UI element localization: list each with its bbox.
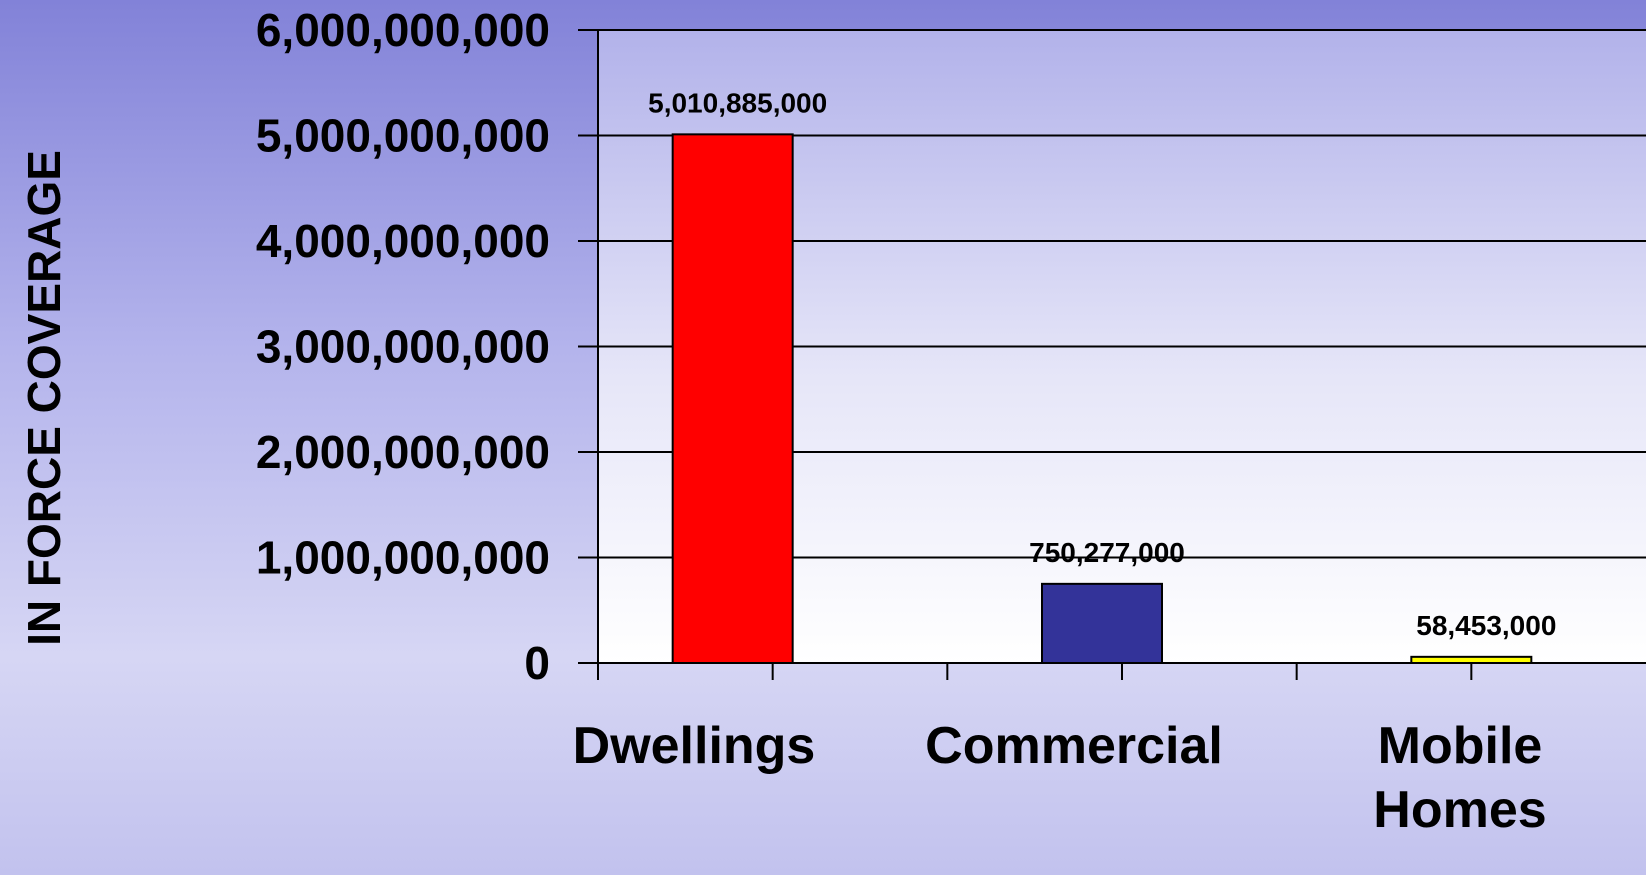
data-label: 58,453,000 — [1416, 610, 1556, 641]
data-label: 5,010,885,000 — [648, 87, 827, 118]
axes — [578, 29, 1646, 680]
y-tick-label: 6,000,000,000 — [256, 4, 550, 56]
y-tick-label: 2,000,000,000 — [256, 426, 550, 478]
x-tick-label: Commercial — [925, 717, 1223, 775]
x-tick-labels: Dwellings Commercial Mobile Homes — [573, 717, 1547, 839]
bar-commercial — [1041, 582, 1163, 664]
y-tick-labels: 0 1,000,000,000 2,000,000,000 3,000,000,000… — [256, 4, 550, 689]
x-tick-label: Dwellings — [573, 717, 816, 775]
y-tick-label: 5,000,000,000 — [256, 110, 550, 162]
data-labels: 5,010,885,000 750,277,000 58,453,000 — [648, 87, 1556, 640]
y-tick-label: 1,000,000,000 — [256, 532, 550, 584]
x-tick-label: Mobile Homes — [1373, 717, 1546, 839]
y-tick-label: 3,000,000,000 — [256, 321, 550, 373]
bars — [671, 133, 1533, 665]
data-label: 750,277,000 — [1029, 537, 1185, 568]
y-axis-title: IN FORCE COVERAGE — [18, 150, 70, 646]
y-tick-label: 0 — [524, 637, 550, 689]
bar-dwellings — [671, 133, 794, 665]
y-tick-label: 4,000,000,000 — [256, 215, 550, 267]
